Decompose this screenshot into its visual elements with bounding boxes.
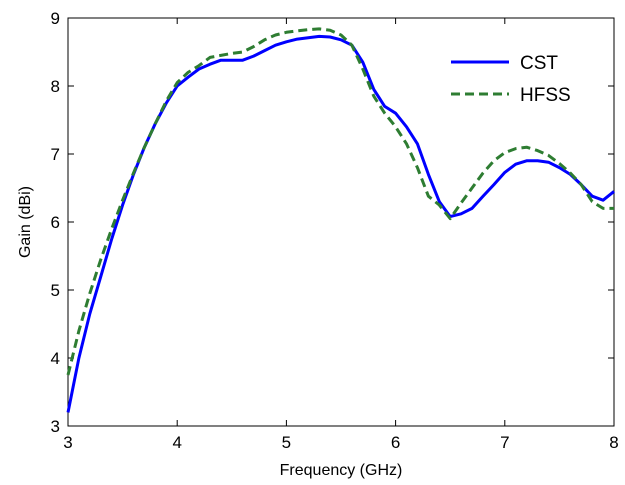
x-tick-label: 6 xyxy=(391,433,400,452)
series-layer xyxy=(66,27,615,413)
y-tick-label: 7 xyxy=(51,145,60,164)
legend-label-cst: CST xyxy=(520,53,558,74)
y-tick-label: 9 xyxy=(51,9,60,28)
x-tick-label: 7 xyxy=(500,433,509,452)
ticks-layer: 3 4 5 6 7 8 3 4 5 6 7 8 9 xyxy=(51,9,619,452)
y-tick-label: 5 xyxy=(51,281,60,300)
x-tick-label: 8 xyxy=(609,433,618,452)
series-line-hfss xyxy=(66,27,614,376)
y-tick-label: 4 xyxy=(51,349,60,368)
x-tick-label: 3 xyxy=(63,433,72,452)
plot-area xyxy=(67,17,615,427)
y-tick-label: 3 xyxy=(51,417,60,436)
x-axis-label: Frequency (GHz) xyxy=(280,462,403,479)
legend: CST HFSS xyxy=(451,53,571,106)
y-axis-label: Gain (dBi) xyxy=(17,186,34,258)
x-tick-label: 5 xyxy=(282,433,291,452)
y-tick-label: 6 xyxy=(51,213,60,232)
x-tick-label: 4 xyxy=(172,433,181,452)
legend-label-hfss: HFSS xyxy=(520,85,571,106)
y-tick-label: 8 xyxy=(51,77,60,96)
